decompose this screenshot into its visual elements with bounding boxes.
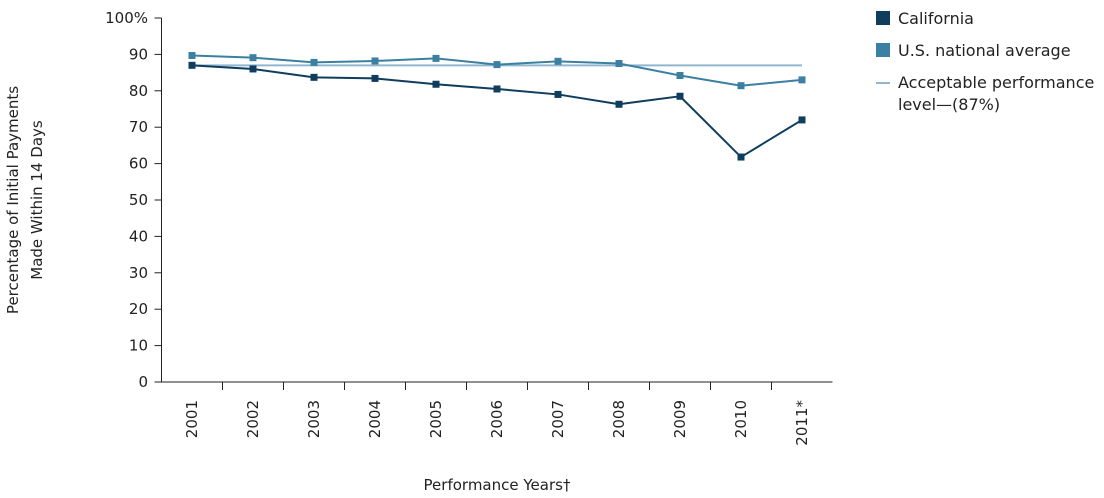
data-point: [371, 57, 379, 65]
y-tick-label: 90: [129, 45, 148, 63]
data-point: [249, 65, 257, 73]
y-tick-label: 70: [129, 118, 148, 136]
data-point: [676, 92, 684, 100]
data-point: [493, 61, 501, 69]
legend: California U.S. national average Acceptabl…: [874, 8, 1104, 126]
legend-item: California: [874, 8, 1104, 30]
data-point: [554, 57, 562, 65]
y-tick-label: 100%: [105, 9, 148, 27]
y-tick-label: 60: [129, 155, 148, 173]
legend-label: California: [898, 9, 974, 28]
legend-swatch: [876, 11, 890, 25]
y-tick-label: 0: [138, 373, 148, 391]
y-axis-title: Percentage of Initial Payments: [4, 86, 22, 314]
y-axis-title: Made Within 14 Days: [28, 120, 46, 280]
x-tick-label: 2003: [305, 400, 323, 438]
series-line: [191, 54, 803, 87]
x-tick-label: 2010: [732, 400, 750, 438]
x-tick-label: 2006: [488, 400, 506, 438]
data-point: [188, 51, 196, 59]
y-tick-label: 30: [129, 264, 148, 282]
x-tick-label: 2011*: [793, 400, 811, 446]
y-tick-label: 20: [129, 300, 148, 318]
data-point: [615, 100, 623, 108]
x-tick-label: 2001: [183, 400, 201, 438]
legend-label: U.S. national average: [898, 41, 1071, 60]
y-tick-label: 10: [129, 337, 148, 355]
legend-item: Acceptable performance level—(87%): [874, 72, 1104, 116]
data-point: [310, 73, 318, 81]
y-tick-label: 80: [129, 82, 148, 100]
data-point: [432, 80, 440, 88]
legend-item: U.S. national average: [874, 40, 1104, 62]
data-point: [554, 90, 562, 98]
data-point: [737, 153, 745, 161]
y-tick-label: 40: [129, 227, 148, 245]
data-point: [798, 116, 806, 124]
x-tick-label: 2005: [427, 400, 445, 438]
data-point: [371, 74, 379, 82]
x-tick-label: 2008: [610, 400, 628, 438]
data-point: [493, 85, 501, 93]
data-point: [615, 60, 623, 67]
x-tick-label: 2002: [244, 400, 262, 438]
legend-swatch: [876, 82, 890, 84]
data-point: [676, 72, 684, 80]
data-point: [310, 58, 318, 66]
series-line: [191, 64, 803, 159]
data-point: [737, 82, 745, 90]
y-tick-label: 50: [129, 191, 148, 209]
data-point: [249, 54, 257, 62]
data-point: [432, 54, 440, 62]
legend-label: Acceptable performance level—(87%): [898, 73, 1095, 114]
x-tick-label: 2004: [366, 400, 384, 438]
x-axis-title: Performance Years†: [424, 476, 571, 494]
legend-swatch: [876, 43, 890, 57]
data-point: [798, 76, 806, 84]
x-tick-label: 2007: [549, 400, 567, 438]
x-tick-label: 2009: [671, 400, 689, 438]
data-point: [188, 61, 196, 69]
